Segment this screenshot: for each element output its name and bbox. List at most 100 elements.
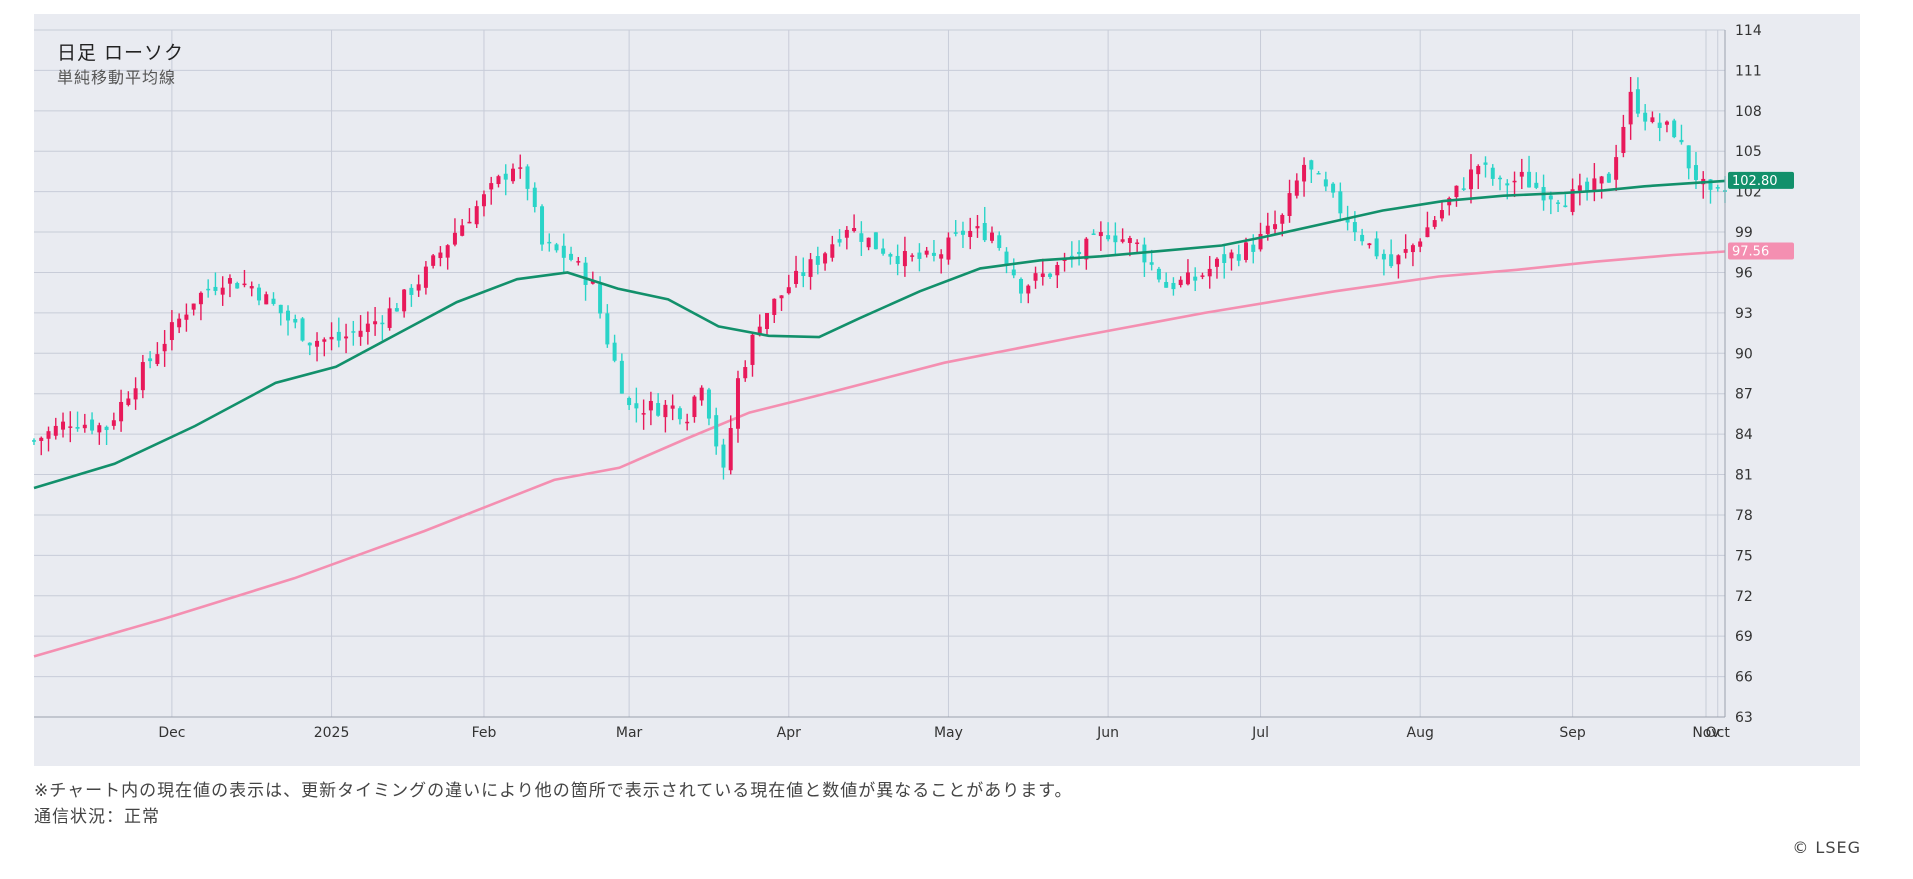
candle-body — [605, 313, 610, 345]
current-value-badges: 102.80 97.56 — [1728, 171, 1794, 260]
candle-body — [1360, 234, 1365, 242]
candle-body — [256, 287, 261, 301]
candle-body — [569, 253, 574, 260]
candle-body — [1570, 189, 1575, 212]
x-tick-label: Aug — [1407, 725, 1434, 741]
candle-body — [794, 270, 799, 284]
y-tick-label: 81 — [1735, 468, 1753, 484]
ma-short-series — [33, 179, 1726, 490]
candle-body — [1033, 273, 1038, 281]
y-tick-label: 69 — [1735, 629, 1753, 645]
candle-body — [489, 183, 494, 190]
candle-body — [706, 389, 711, 419]
candle-body — [431, 255, 436, 266]
ma-short-line — [33, 179, 1726, 490]
candle-body — [554, 244, 559, 251]
y-tick-label: 63 — [1735, 710, 1753, 726]
candle-body — [1454, 185, 1459, 197]
candle-body — [953, 232, 958, 234]
candle-body — [1592, 178, 1597, 192]
candle-body — [743, 367, 748, 379]
candle-body — [648, 400, 653, 411]
candle-body — [1352, 222, 1357, 233]
badge-short-bg — [1728, 171, 1794, 189]
candle-body — [104, 426, 109, 431]
candle-body — [939, 254, 944, 259]
candle-body — [1091, 233, 1096, 235]
candle-body — [663, 404, 668, 418]
candle-body — [1156, 268, 1161, 280]
candle-body — [1171, 282, 1176, 290]
x-tick-label: May — [934, 725, 963, 741]
candle-body — [1403, 249, 1408, 253]
candle-body — [670, 405, 675, 409]
candle-body — [750, 334, 755, 365]
candle-body — [1715, 187, 1720, 189]
candle-body — [815, 256, 820, 265]
candle-body — [344, 336, 349, 339]
y-tick-label: 108 — [1735, 104, 1762, 120]
candle-body — [1672, 120, 1677, 138]
candle-body — [1077, 251, 1082, 255]
candle-body — [975, 226, 980, 229]
candle-body — [576, 261, 581, 263]
candle-body — [1490, 167, 1495, 179]
candle-body — [1048, 273, 1053, 277]
x-tick-label: Feb — [472, 725, 497, 741]
candle-body — [881, 248, 886, 254]
x-tick-label: Mar — [616, 725, 643, 741]
grid-lines — [34, 29, 1725, 718]
candle-body — [75, 427, 80, 429]
candle-body — [286, 310, 291, 321]
candle-body — [1643, 112, 1648, 122]
candle-body — [373, 321, 378, 325]
y-tick-label: 90 — [1735, 346, 1753, 362]
candle-body — [169, 322, 174, 341]
y-tick-label: 78 — [1735, 508, 1753, 524]
candle-body — [1657, 122, 1662, 128]
candle-body — [1214, 258, 1219, 267]
candle-body — [1236, 254, 1241, 261]
candle-body — [1425, 227, 1430, 238]
candle-body — [786, 287, 791, 294]
candle-body — [329, 336, 334, 340]
candle-body — [1664, 121, 1669, 125]
candle-body — [1585, 181, 1590, 191]
candle-body — [823, 253, 828, 264]
candle-body — [902, 251, 907, 267]
candle-body — [90, 419, 95, 431]
candle-body — [1635, 89, 1640, 114]
candle-body — [1396, 255, 1401, 265]
candle-body — [1055, 264, 1060, 276]
candle-body — [1222, 254, 1227, 263]
candle-body — [358, 330, 363, 337]
candle-body — [460, 225, 465, 236]
candle-body — [1367, 243, 1372, 246]
connection-status: 通信状況：正常 — [34, 807, 160, 827]
candle-body — [1309, 160, 1314, 170]
badge-long-bg — [1728, 242, 1794, 260]
candle-body — [1461, 188, 1466, 190]
y-tick-label: 99 — [1735, 225, 1753, 241]
candle-body — [1019, 278, 1024, 294]
axes: 6366697275788184879093969910210510811111… — [34, 23, 1762, 741]
y-tick-label: 87 — [1735, 387, 1753, 403]
candle-body — [1127, 238, 1132, 243]
candle-body — [1265, 225, 1270, 234]
candle-body — [525, 166, 530, 189]
candle-body — [1200, 275, 1205, 277]
x-tick-label: 2025 — [314, 725, 350, 741]
candle-body — [1483, 162, 1488, 165]
candle-body — [278, 304, 283, 314]
candle-body — [721, 444, 726, 468]
candle-body — [1512, 180, 1517, 183]
chart-panel — [34, 14, 1860, 766]
candle-body — [561, 245, 566, 258]
candle-body — [1084, 238, 1089, 260]
candle-body — [808, 259, 813, 277]
candle-body — [1606, 173, 1611, 183]
candle-body — [1679, 139, 1684, 143]
candle-body — [685, 421, 690, 424]
x-tick-label: Nov — [1692, 725, 1719, 741]
candle-body — [656, 403, 661, 416]
